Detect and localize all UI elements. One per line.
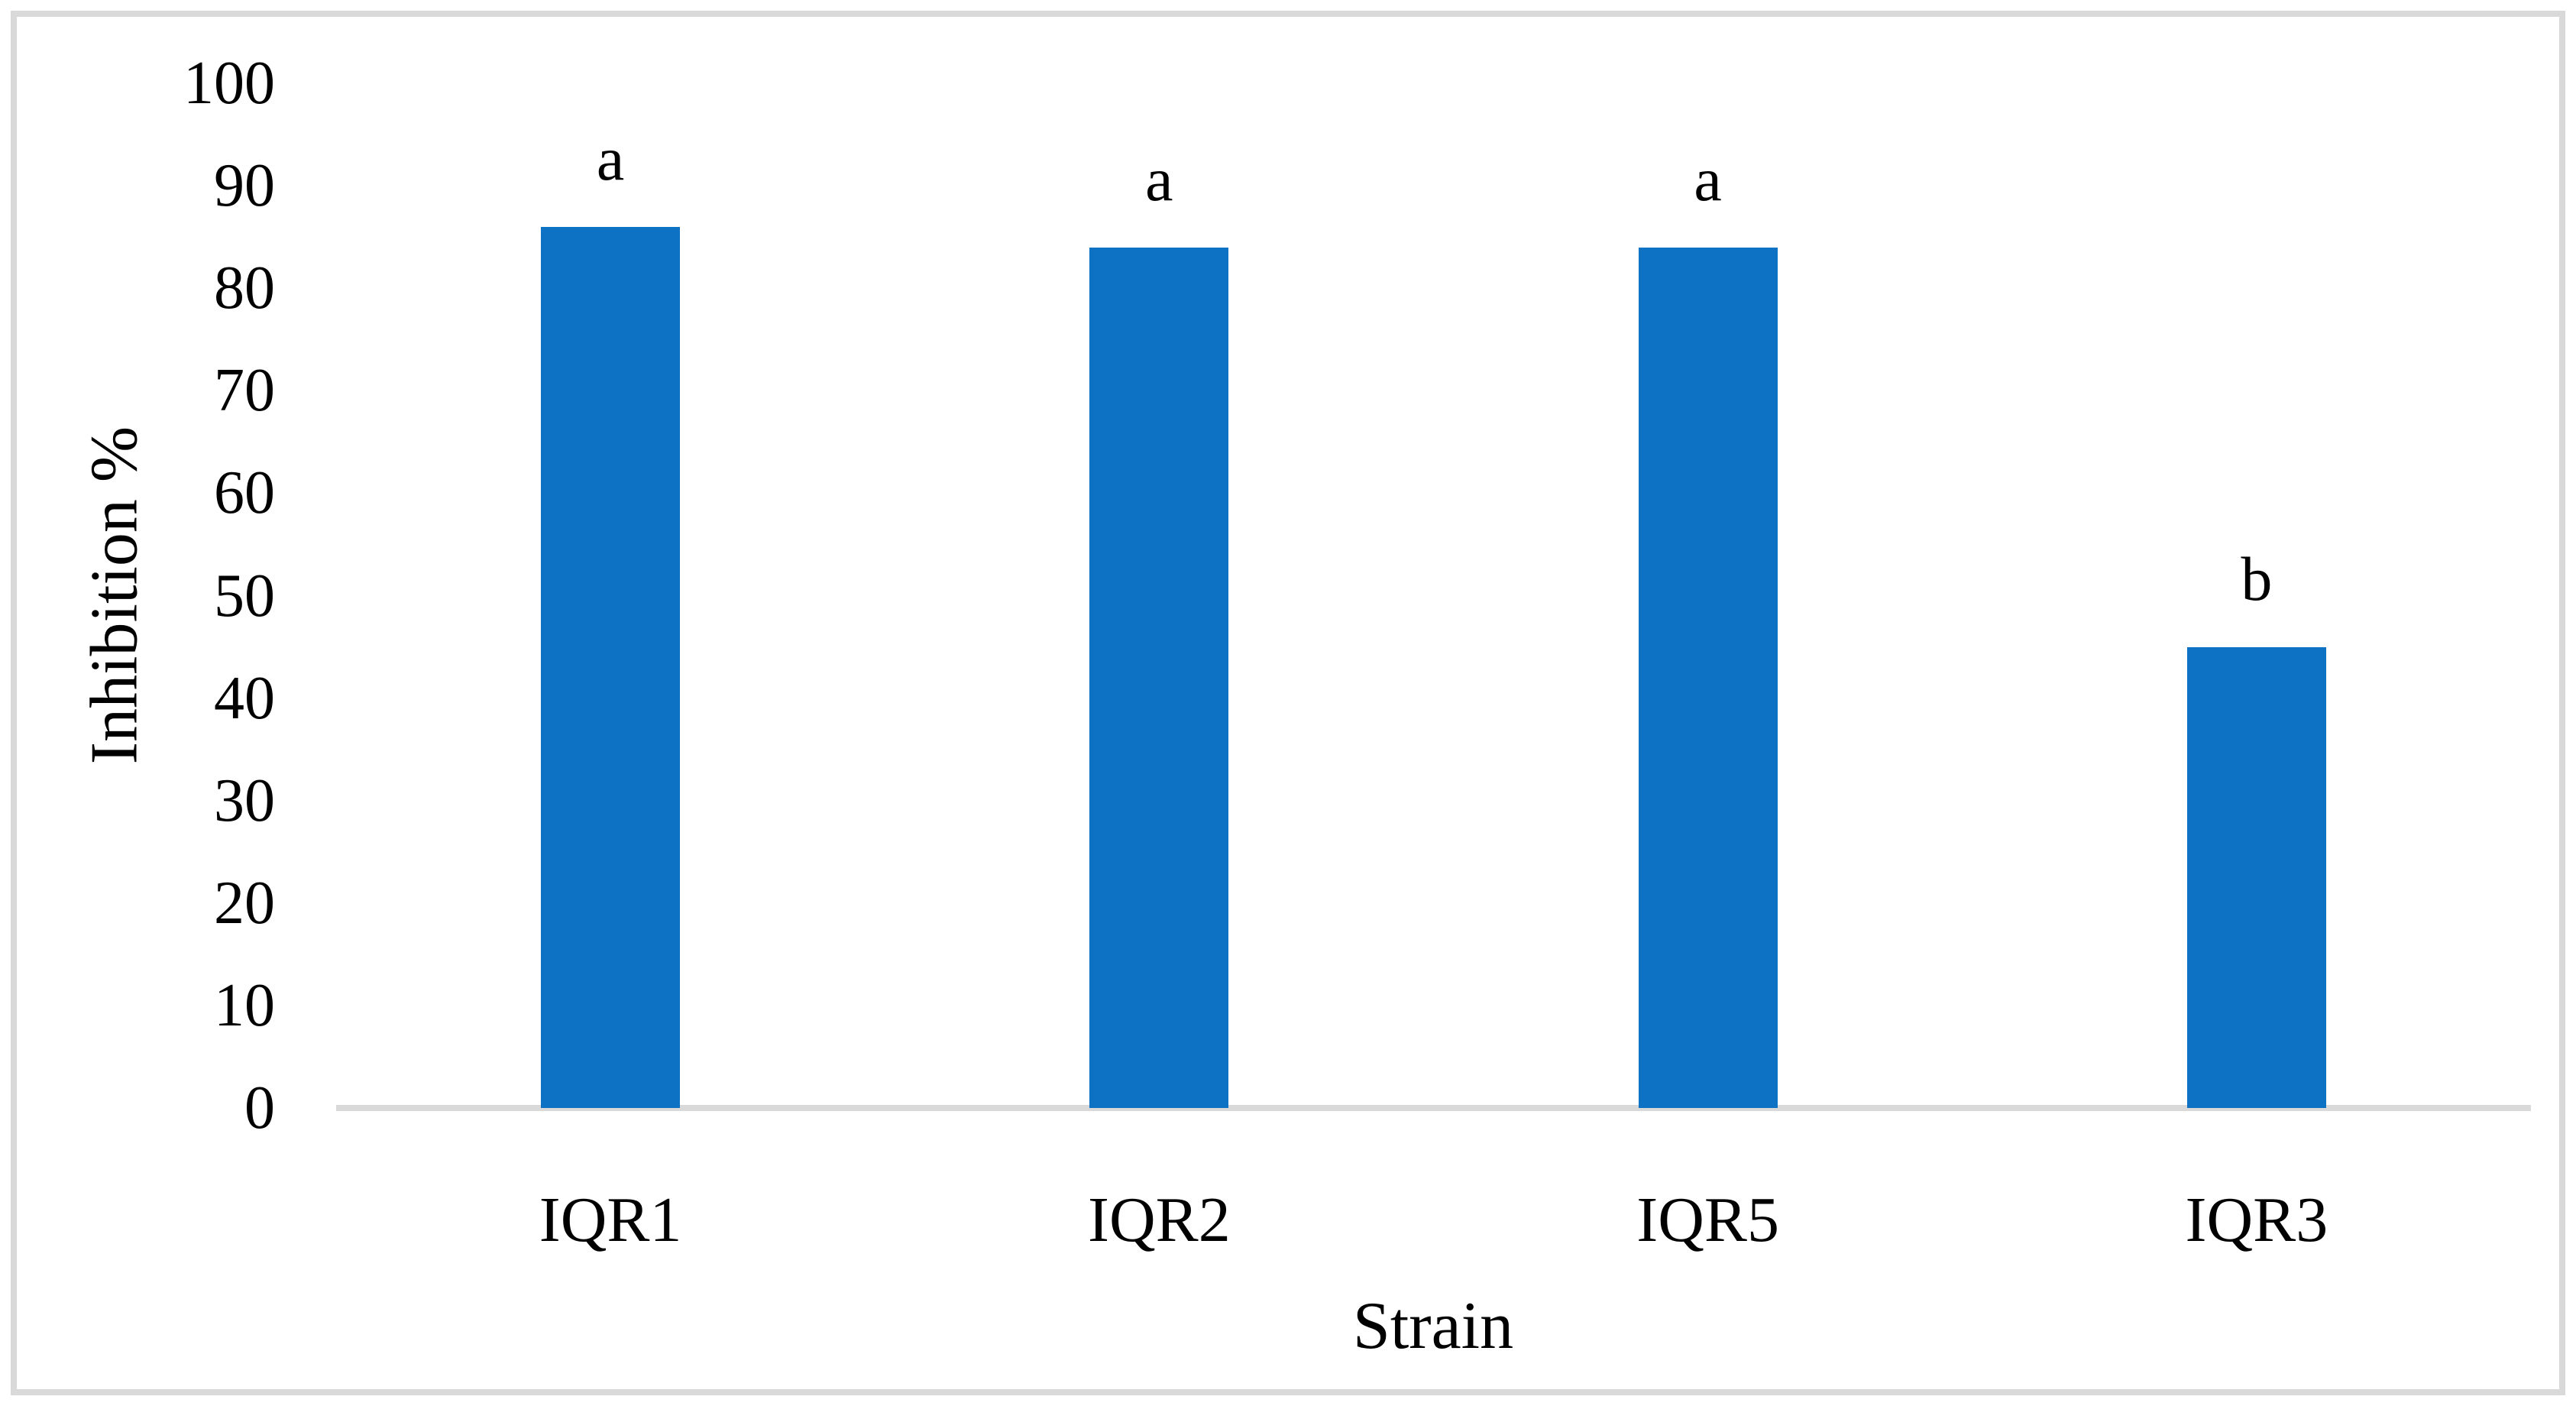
y-tick-label-70: 70 [214, 357, 275, 425]
bar-IQR5 [1638, 247, 1778, 1108]
y-tick-label-20: 20 [214, 869, 275, 937]
bar-IQR3 [2186, 646, 2326, 1108]
figure-border [11, 11, 2565, 1395]
bar-IQR2 [1089, 247, 1229, 1108]
x-axis-title: Strain [1352, 1289, 1514, 1363]
significance-letter-IQR5: a [1694, 144, 1722, 214]
y-tick-label-90: 90 [214, 152, 275, 220]
y-tick-label-40: 40 [214, 664, 275, 732]
x-axis-line [336, 1105, 2531, 1111]
significance-letter-IQR3: b [2241, 543, 2273, 614]
y-tick-label-50: 50 [214, 562, 275, 630]
plot-area: a a a b [336, 83, 2531, 1111]
significance-letter-IQR2: a [1145, 144, 1173, 214]
x-axis-category-labels: IQR1 IQR2 IQR5 IQR3 [336, 1188, 2531, 1272]
x-tick-label-IQR5: IQR5 [1636, 1184, 1779, 1255]
y-tick-label-30: 30 [214, 766, 275, 834]
x-tick-label-IQR2: IQR2 [1088, 1184, 1231, 1255]
y-tick-label-80: 80 [214, 254, 275, 322]
y-tick-label-0: 0 [244, 1074, 275, 1142]
significance-letter-IQR1: a [596, 123, 625, 193]
x-tick-label-IQR3: IQR3 [2185, 1184, 2328, 1255]
y-tick-label-10: 10 [214, 971, 275, 1039]
y-tick-label-60: 60 [214, 459, 275, 527]
bar-IQR1 [541, 226, 681, 1108]
y-axis-tick-labels: 0 10 20 30 40 50 60 70 80 90 100 [0, 53, 306, 1139]
y-tick-label-100: 100 [183, 50, 275, 117]
x-tick-label-IQR1: IQR1 [539, 1184, 682, 1255]
